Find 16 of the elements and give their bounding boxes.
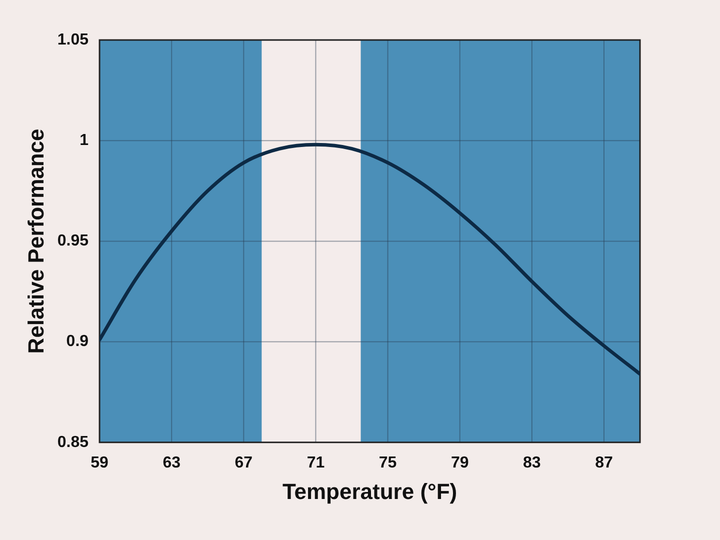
- x-tick-label: 71: [306, 454, 325, 472]
- line-series: [100, 142, 640, 376]
- x-tick-label: 75: [378, 454, 397, 472]
- y-tick-label: 0.9: [66, 333, 89, 350]
- x-tick-label: 67: [234, 454, 253, 472]
- x-tick-label: 63: [162, 454, 181, 472]
- y-tick-label: 1: [80, 132, 89, 150]
- x-axis-title: Temperature (°F): [282, 478, 458, 504]
- y-tick-label: 1.05: [57, 31, 89, 48]
- y-tick-label: 0.95: [57, 232, 89, 250]
- y-axis-title: Relative Performance: [23, 128, 48, 354]
- x-tick-label: 79: [450, 454, 469, 472]
- x-tick-label: 59: [90, 454, 109, 472]
- x-tick-label: 87: [595, 454, 613, 472]
- x-tick-label: 83: [523, 454, 541, 472]
- y-tick-label: 0.85: [57, 434, 89, 451]
